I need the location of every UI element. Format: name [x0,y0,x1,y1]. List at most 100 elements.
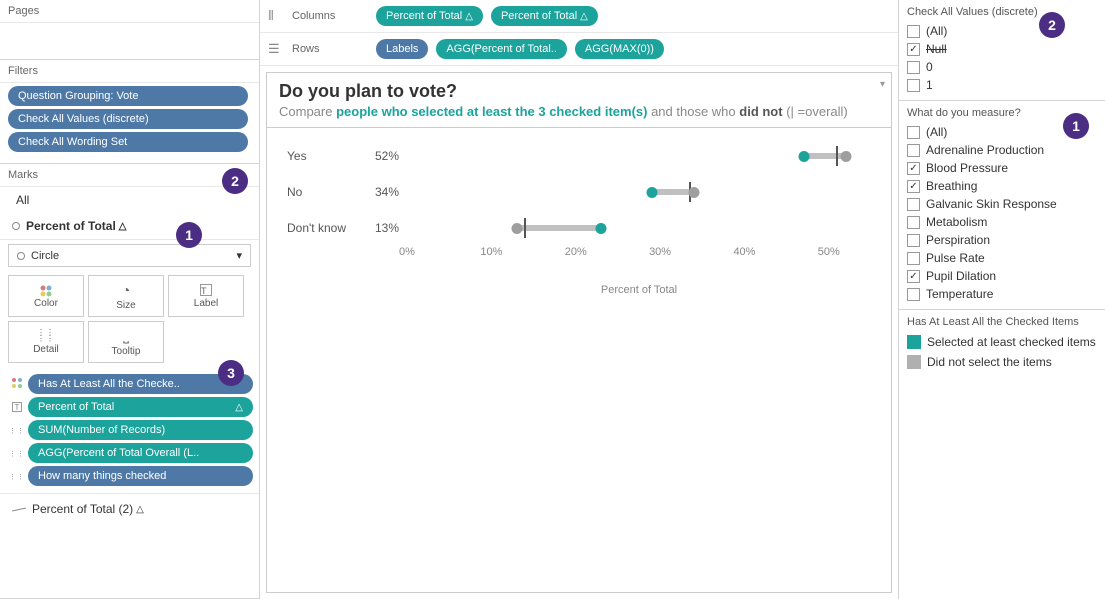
legend-label: Selected at least checked items [927,335,1096,349]
shelf-pill[interactable]: Labels [376,39,428,59]
marks-tab-1[interactable]: Percent of Total △ [0,213,259,240]
row-pct: 52% [367,149,407,163]
shelf-pill[interactable]: AGG(Percent of Total.. [436,39,566,59]
checkbox[interactable]: ✓ [907,162,920,175]
shelf-pill[interactable]: Percent of Total△ [376,6,483,26]
marks-tab-2[interactable]: Percent of Total (2) △ [0,493,259,524]
chart-row[interactable]: No 34% [287,174,871,210]
chart-row[interactable]: Yes 52% [287,138,871,174]
label-button[interactable]: T Label [168,275,244,317]
filter-option[interactable]: Perspiration [907,231,1097,249]
circle-icon [17,252,25,260]
detail-label: Detail [33,344,59,355]
line-icon [12,509,26,510]
option-label: Adrenaline Production [926,143,1044,157]
chart-row[interactable]: Don't know 13% [287,210,871,246]
checkbox[interactable] [907,144,920,157]
option-label: (All) [926,24,947,38]
option-label: Breathing [926,179,977,193]
filter-option[interactable]: Galvanic Skin Response [907,195,1097,213]
mark-buttons: Color ◔ Size T Label ⋮⋮⋮⋮ Detail ⎵ Toolt… [0,271,259,367]
columns-label: Columns [292,10,372,22]
mark-type-dropdown[interactable]: Circle ▾ [8,244,251,267]
viz-area: Do you plan to vote? Compare people who … [260,66,898,599]
marks-all-tab[interactable]: All [0,187,259,213]
filter-pill[interactable]: Question Grouping: Vote [8,86,248,106]
annotation-3: 3 [218,360,244,386]
detail-icon: ⋮⋮ [6,447,28,459]
columns-shelf[interactable]: ⦀ Columns Percent of Total△Percent of To… [260,0,898,33]
filter-pill[interactable]: Check All Values (discrete) [8,109,248,129]
tooltip-button[interactable]: ⎵ Tooltip [88,321,164,363]
shelf-pill[interactable]: AGG(MAX(0)) [575,39,664,59]
filter-option[interactable]: ✓ Breathing [907,177,1097,195]
legend-swatch [907,335,921,349]
rows-icon: ☰ [268,41,288,57]
checkbox[interactable] [907,216,920,229]
legend-card[interactable]: Has At Least All the Checked Items Selec… [899,310,1105,378]
pages-shelf[interactable]: Pages [0,0,259,60]
size-icon: ◔ [122,282,130,298]
title-dropdown-icon[interactable]: ▾ [880,79,885,90]
size-label: Size [116,300,135,311]
filter-option[interactable]: Temperature [907,285,1097,303]
checkbox[interactable] [907,288,920,301]
checkbox[interactable] [907,25,920,38]
option-label: Blood Pressure [926,161,1008,175]
chart[interactable]: Yes 52% No 34% Don't know 13% 0%10%20%30… [267,128,891,308]
checkbox[interactable] [907,198,920,211]
left-panel: Pages Filters Question Grouping: VoteChe… [0,0,260,599]
checkbox[interactable] [907,252,920,265]
pages-label: Pages [0,0,259,23]
mark-pill-row[interactable]: ⋮⋮ AGG(Percent of Total Overall (L.. [6,443,253,463]
mark-pill-row[interactable]: ⋮⋮ SUM(Number of Records) [6,420,253,440]
row-pct: 34% [367,185,407,199]
checkbox[interactable] [907,126,920,139]
filter-option[interactable]: 1 [907,76,1097,94]
row-bars [407,218,871,238]
marks-tab-2-label: Percent of Total (2) [32,502,133,516]
option-label: Pulse Rate [926,251,985,265]
filters-shelf[interactable]: Filters Question Grouping: VoteCheck All… [0,60,259,164]
checkbox[interactable] [907,61,920,74]
filter-option[interactable]: ✓ Pupil Dilation [907,267,1097,285]
filter-pill[interactable]: Check All Wording Set [8,132,248,152]
mark-pill-row[interactable]: T Percent of Total△ [6,397,253,417]
row-bars [407,182,871,202]
option-label: Pupil Dilation [926,269,996,283]
filter-card-check-all[interactable]: Check All Values (discrete) (All)✓Null01… [899,0,1105,101]
mark-pill-row[interactable]: ⋮⋮ How many things checked [6,466,253,486]
annotation-1-right: 1 [1063,113,1089,139]
filter-option[interactable]: 0 [907,58,1097,76]
color-button[interactable]: Color [8,275,84,317]
filter-option[interactable]: ✓Null [907,40,1097,58]
checkbox[interactable]: ✓ [907,270,920,283]
rows-shelf[interactable]: ☰ Rows LabelsAGG(Percent of Total..AGG(M… [260,33,898,66]
filter-option[interactable]: Adrenaline Production [907,141,1097,159]
filter-option[interactable]: ✓ Blood Pressure [907,159,1097,177]
row-label: Don't know [287,221,367,235]
filter-card-measure[interactable]: What do you measure? (All)Adrenaline Pro… [899,101,1105,310]
mark-type-label: Circle [31,250,59,262]
annotation-2-right: 2 [1039,12,1065,38]
filter-option[interactable]: (All) [907,22,1097,40]
checkbox[interactable] [907,79,920,92]
marks-label: Marks [0,164,259,187]
legend-item[interactable]: Selected at least checked items [907,332,1097,352]
checkbox[interactable]: ✓ [907,180,920,193]
checkbox[interactable]: ✓ [907,43,920,56]
viz-title-box[interactable]: Do you plan to vote? Compare people who … [267,73,891,128]
delta-icon: △ [119,221,127,232]
filter-option[interactable]: Pulse Rate [907,249,1097,267]
shelf-pill[interactable]: Percent of Total△ [491,6,598,26]
detail-button[interactable]: ⋮⋮⋮⋮ Detail [8,321,84,363]
checkbox[interactable] [907,234,920,247]
filter-option[interactable]: Metabolism [907,213,1097,231]
legend-item[interactable]: Did not select the items [907,352,1097,372]
circle-icon [12,222,20,230]
viz-subtitle: Compare people who selected at least the… [279,104,879,119]
row-label: Yes [287,149,367,163]
size-button[interactable]: ◔ Size [88,275,164,317]
mark-pill-row[interactable]: Has At Least All the Checke.. [6,374,253,394]
color-icon [39,284,53,298]
